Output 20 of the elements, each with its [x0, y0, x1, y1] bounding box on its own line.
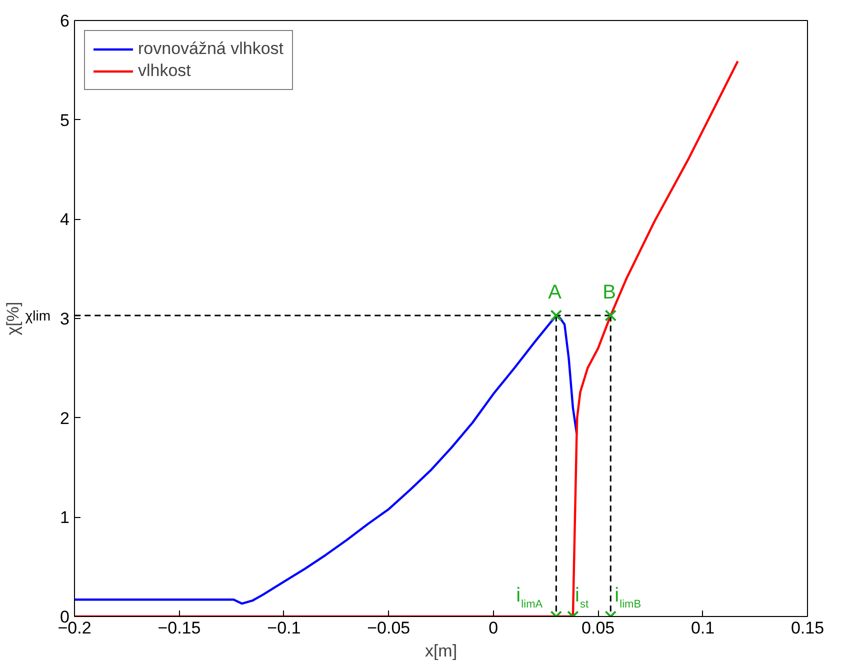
y-axis-title: χ[%] [4, 302, 22, 336]
x-tick-label: 0.15 [790, 618, 824, 638]
x-axis-title: x[m] [424, 642, 458, 660]
x-tick-label: 0.05 [582, 618, 615, 638]
x-tick-label: 0.1 [690, 618, 715, 638]
annotation: χlim [25, 308, 51, 324]
y-tick-label: 5 [60, 110, 70, 130]
y-tick-label: 3 [60, 310, 70, 328]
y-tick-label: 2 [60, 408, 70, 428]
x-tick-label: 0 [488, 618, 498, 638]
x-tick-label: −0.15 [158, 618, 201, 638]
x-tick-label: −0.05 [367, 618, 410, 638]
legend-label: vlhkost [138, 61, 191, 81]
y-tick-label: 4 [60, 210, 70, 230]
x-tick-label: −0.1 [267, 618, 301, 638]
annotation: B [602, 282, 616, 304]
y-tick-label: 6 [60, 12, 70, 30]
y-tick-label: 1 [60, 508, 70, 528]
legend-label: rovnovážná vlhkost [138, 39, 284, 59]
annotation: A [548, 282, 562, 304]
